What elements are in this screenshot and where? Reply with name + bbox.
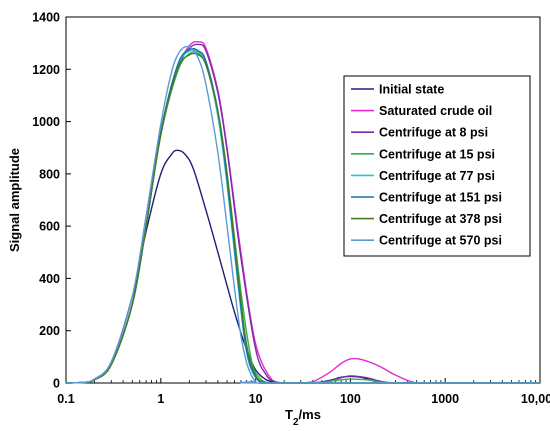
x-tick-label: 100 [340,392,361,406]
legend-label: Centrifuge at 570 psi [379,234,502,248]
legend-label: Initial state [379,83,444,97]
legend-label: Centrifuge at 8 psi [379,126,488,140]
tick-layer: 0 200 400 600 800 1000 1200 1400 0.1 1 10 100 1000 10… [32,11,550,407]
series-layer [65,40,540,384]
legend-label: Centrifuge at 378 psi [379,212,502,226]
x-tick-label: 0.1 [57,392,74,406]
y-tick-label: 1200 [32,63,60,77]
y-tick-label: 800 [39,167,60,181]
legend-label: Centrifuge at 151 psi [379,191,502,205]
legend-box [343,75,531,257]
y-tick-label: 1400 [32,11,60,25]
x-tick-label: 10 [249,392,263,406]
y-tick-label: 1000 [32,115,60,129]
legend: Initial state Saturated crude oil Centrifu… [343,75,531,257]
x-tick-label: 1000 [431,392,459,406]
x-tick-label: 1 [157,392,164,406]
legend-label: Centrifuge at 77 psi [379,169,495,183]
y-tick-label: 200 [39,324,60,338]
y-tick-label: 400 [39,272,60,286]
y-tick-label: 600 [39,220,60,234]
x-axis-title: T2/ms [285,407,321,428]
legend-label: Saturated crude oil [379,104,492,118]
series-line-8 [65,45,540,384]
legend-label: Centrifuge at 15 psi [379,147,495,161]
series-line-7 [65,52,540,384]
y-axis-title: Signal amplitude [7,148,22,252]
x-tick-label: 10,000 [521,392,550,406]
y-tick-label: 0 [53,377,60,391]
